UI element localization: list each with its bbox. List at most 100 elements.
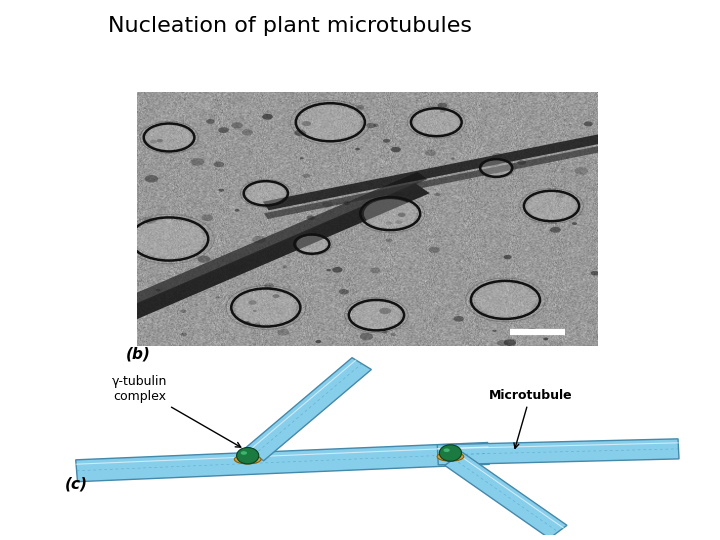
Text: Microtubule: Microtubule xyxy=(488,389,572,448)
Ellipse shape xyxy=(240,451,247,455)
Circle shape xyxy=(144,217,156,224)
Circle shape xyxy=(231,123,243,129)
Circle shape xyxy=(482,160,510,176)
Circle shape xyxy=(414,110,459,134)
Circle shape xyxy=(386,221,392,225)
Circle shape xyxy=(355,148,360,151)
Circle shape xyxy=(492,153,502,158)
Circle shape xyxy=(297,235,328,253)
Circle shape xyxy=(373,124,379,127)
Ellipse shape xyxy=(444,448,450,452)
Polygon shape xyxy=(76,442,490,482)
Circle shape xyxy=(242,129,253,136)
Circle shape xyxy=(503,255,512,259)
Circle shape xyxy=(370,267,381,273)
Circle shape xyxy=(307,215,315,220)
Circle shape xyxy=(575,167,588,174)
Circle shape xyxy=(492,330,496,332)
Circle shape xyxy=(382,331,387,334)
Circle shape xyxy=(504,339,516,346)
Circle shape xyxy=(332,267,343,273)
Circle shape xyxy=(206,119,215,124)
Circle shape xyxy=(527,193,576,219)
Circle shape xyxy=(230,265,243,272)
Polygon shape xyxy=(120,183,430,320)
Circle shape xyxy=(202,214,213,221)
Circle shape xyxy=(262,114,273,120)
Circle shape xyxy=(302,173,310,178)
Circle shape xyxy=(214,161,224,167)
Circle shape xyxy=(590,271,599,275)
Circle shape xyxy=(216,296,220,299)
Circle shape xyxy=(197,256,210,263)
Circle shape xyxy=(343,201,350,205)
Circle shape xyxy=(526,328,539,335)
Circle shape xyxy=(497,340,508,346)
Circle shape xyxy=(246,183,285,204)
Circle shape xyxy=(352,302,401,328)
Circle shape xyxy=(572,222,577,225)
Circle shape xyxy=(395,220,402,224)
Circle shape xyxy=(440,110,446,113)
Circle shape xyxy=(323,201,333,207)
Circle shape xyxy=(383,139,390,143)
Circle shape xyxy=(235,291,296,325)
Circle shape xyxy=(147,125,192,150)
Circle shape xyxy=(454,316,464,322)
Circle shape xyxy=(398,213,405,217)
Circle shape xyxy=(487,159,500,166)
Circle shape xyxy=(252,236,266,244)
Circle shape xyxy=(190,158,204,166)
Circle shape xyxy=(272,294,279,298)
Circle shape xyxy=(300,105,361,139)
Polygon shape xyxy=(445,453,567,538)
Ellipse shape xyxy=(437,452,464,461)
Circle shape xyxy=(135,220,204,258)
Circle shape xyxy=(584,122,593,126)
Circle shape xyxy=(254,322,261,326)
Circle shape xyxy=(438,103,447,108)
Polygon shape xyxy=(122,172,428,306)
Text: (c): (c) xyxy=(65,476,88,491)
Circle shape xyxy=(283,266,287,268)
Circle shape xyxy=(326,269,331,272)
Text: (b): (b) xyxy=(126,347,151,362)
Circle shape xyxy=(550,227,561,233)
Circle shape xyxy=(364,199,417,228)
Circle shape xyxy=(338,289,348,294)
Circle shape xyxy=(356,105,364,110)
Text: γ-tubulin
complex: γ-tubulin complex xyxy=(112,375,240,447)
Circle shape xyxy=(360,333,373,340)
Circle shape xyxy=(145,175,158,183)
Circle shape xyxy=(277,329,289,336)
Circle shape xyxy=(475,283,536,316)
Circle shape xyxy=(518,160,526,165)
Circle shape xyxy=(428,247,440,253)
Circle shape xyxy=(434,193,441,196)
Ellipse shape xyxy=(237,448,258,464)
Circle shape xyxy=(294,130,306,136)
Polygon shape xyxy=(264,145,608,219)
Polygon shape xyxy=(244,357,372,461)
Circle shape xyxy=(451,157,455,160)
Circle shape xyxy=(392,192,403,198)
Circle shape xyxy=(379,308,391,314)
Circle shape xyxy=(218,188,224,192)
Circle shape xyxy=(157,139,163,143)
Circle shape xyxy=(180,333,186,336)
Circle shape xyxy=(557,193,565,198)
Circle shape xyxy=(243,321,251,325)
Circle shape xyxy=(368,183,373,186)
Circle shape xyxy=(302,121,311,126)
Ellipse shape xyxy=(235,455,261,464)
Circle shape xyxy=(391,147,401,152)
Circle shape xyxy=(248,300,257,305)
Circle shape xyxy=(300,157,304,159)
Circle shape xyxy=(156,289,161,292)
Circle shape xyxy=(218,127,229,133)
Circle shape xyxy=(264,284,274,288)
Text: Nucleation of plant microtubules: Nucleation of plant microtubules xyxy=(108,16,472,36)
Circle shape xyxy=(235,209,240,212)
Polygon shape xyxy=(437,439,679,465)
Ellipse shape xyxy=(439,445,462,461)
